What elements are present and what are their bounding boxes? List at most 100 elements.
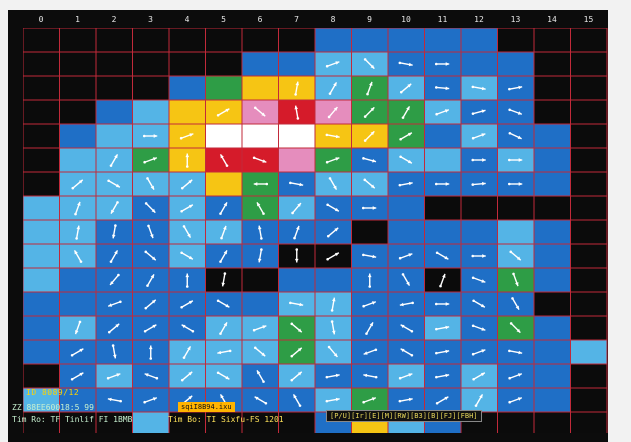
grid-cell[interactable] <box>424 124 462 148</box>
grid-cell[interactable] <box>534 28 571 52</box>
grid-cell[interactable] <box>278 124 316 148</box>
grid-cell[interactable] <box>278 28 316 52</box>
grid-cell[interactable] <box>96 76 133 100</box>
grid-cell[interactable] <box>534 412 571 433</box>
grid-cell[interactable] <box>534 148 571 172</box>
grid-cell[interactable] <box>23 172 60 196</box>
grid-cell[interactable] <box>570 268 608 292</box>
grid-cell[interactable] <box>59 292 97 316</box>
grid-cell[interactable] <box>169 52 206 76</box>
file-name-button[interactable]: sqiI8B94.ixu <box>178 402 235 412</box>
grid-cell[interactable] <box>497 28 535 52</box>
grid-cell[interactable] <box>351 220 389 244</box>
grid-cell[interactable] <box>570 364 608 388</box>
grid-cell[interactable] <box>424 196 462 220</box>
grid-cell[interactable] <box>388 196 425 220</box>
grid-cell[interactable] <box>534 364 571 388</box>
grid-cell[interactable] <box>351 28 389 52</box>
grid-cell[interactable] <box>534 340 571 364</box>
grid-cell[interactable] <box>278 412 316 433</box>
grid-cell[interactable] <box>59 76 97 100</box>
grid-cell[interactable] <box>570 292 608 316</box>
grid-cell[interactable] <box>497 196 535 220</box>
grid-cell[interactable] <box>570 148 608 172</box>
grid-cell[interactable] <box>570 196 608 220</box>
grid-cell[interactable] <box>461 52 498 76</box>
grid-cell[interactable] <box>23 148 60 172</box>
grid-cell[interactable] <box>59 388 97 412</box>
grid-cell[interactable] <box>23 244 60 268</box>
grid-cell[interactable] <box>205 172 243 196</box>
grid-cell[interactable] <box>534 196 571 220</box>
grid-cell[interactable] <box>388 220 425 244</box>
grid-cell[interactable] <box>570 172 608 196</box>
grid-cell[interactable] <box>242 28 279 52</box>
grid-cell[interactable] <box>570 340 608 364</box>
grid-cell[interactable] <box>315 268 352 292</box>
grid-cell[interactable] <box>23 364 60 388</box>
grid-cell[interactable] <box>534 172 571 196</box>
grid-cell[interactable] <box>424 220 462 244</box>
grid-cell[interactable] <box>242 52 279 76</box>
grid-cell[interactable] <box>461 28 498 52</box>
grid-cell[interactable] <box>424 148 462 172</box>
grid-cell[interactable] <box>570 244 608 268</box>
grid-cell[interactable] <box>205 28 243 52</box>
grid-cell[interactable] <box>497 412 535 433</box>
grid-cell[interactable] <box>534 244 571 268</box>
grid-cell[interactable] <box>169 28 206 52</box>
grid-cell[interactable] <box>570 52 608 76</box>
grid-cell[interactable] <box>59 28 97 52</box>
grid-cell[interactable] <box>278 52 316 76</box>
grid-cell[interactable] <box>96 124 133 148</box>
grid-cell[interactable] <box>570 28 608 52</box>
grid-cell[interactable] <box>132 52 170 76</box>
grid-cell[interactable] <box>23 124 60 148</box>
grid-cell[interactable] <box>59 52 97 76</box>
grid-cell[interactable] <box>23 388 60 412</box>
grid-cell[interactable] <box>59 100 97 124</box>
grid-cell[interactable] <box>570 220 608 244</box>
grid-cell[interactable] <box>23 316 60 340</box>
grid-cell[interactable] <box>23 196 60 220</box>
grid-cell[interactable] <box>59 268 97 292</box>
grid-cell[interactable] <box>205 412 243 433</box>
grid-cell[interactable] <box>96 412 133 433</box>
grid-cell[interactable] <box>534 316 571 340</box>
grid-cell[interactable] <box>96 100 133 124</box>
grid-cell[interactable] <box>534 388 571 412</box>
grid-cell[interactable] <box>132 412 170 433</box>
grid-cell[interactable] <box>23 52 60 76</box>
grid-cell[interactable] <box>23 28 60 52</box>
grid-cell[interactable] <box>96 28 133 52</box>
grid-cell[interactable] <box>388 28 425 52</box>
grid-cell[interactable] <box>570 316 608 340</box>
grid-cell[interactable] <box>497 220 535 244</box>
grid-cell[interactable] <box>23 268 60 292</box>
grid-cell[interactable] <box>424 28 462 52</box>
grid-cell[interactable] <box>169 412 206 433</box>
grid-cell[interactable] <box>169 100 206 124</box>
grid-cell[interactable] <box>23 340 60 364</box>
grid-cell[interactable] <box>242 412 279 433</box>
grid-cell[interactable] <box>59 412 97 433</box>
grid-cell[interactable] <box>534 220 571 244</box>
grid-cell[interactable] <box>59 124 97 148</box>
command-menu[interactable]: [P/U][Ir][E][M][RW][B3][B][FJ][FBH] <box>326 410 482 422</box>
grid-cell[interactable] <box>242 292 279 316</box>
grid-cell[interactable] <box>96 52 133 76</box>
grid-cell[interactable] <box>242 268 279 292</box>
grid-cell[interactable] <box>534 268 571 292</box>
grid-cell[interactable] <box>205 76 243 100</box>
grid-cell[interactable] <box>59 148 97 172</box>
grid-cell[interactable] <box>570 412 608 433</box>
grid-cell[interactable] <box>242 76 279 100</box>
grid-cell[interactable] <box>570 100 608 124</box>
grid-cell[interactable] <box>205 52 243 76</box>
grid-cell[interactable] <box>534 100 571 124</box>
grid-cell[interactable] <box>461 196 498 220</box>
grid-cell[interactable] <box>497 52 535 76</box>
grid-cell[interactable] <box>570 76 608 100</box>
grid-cell[interactable] <box>278 268 316 292</box>
grid-cell[interactable] <box>169 76 206 100</box>
